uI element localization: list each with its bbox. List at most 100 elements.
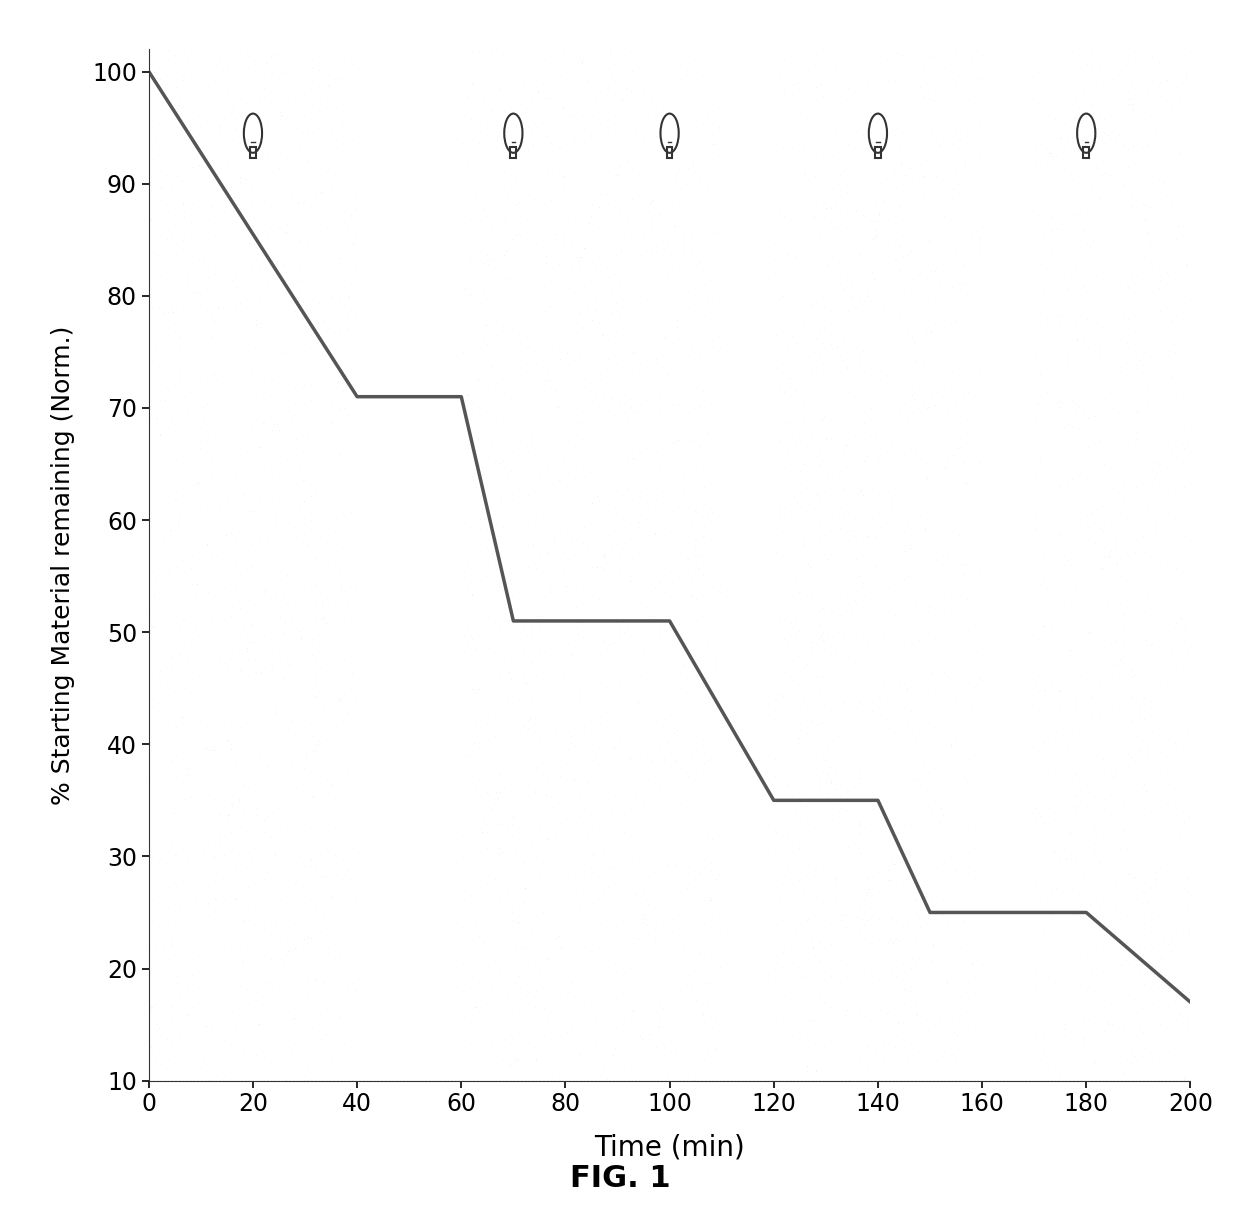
Point [1028,742,1048,761]
Point [901,241,921,260]
Point [683,861,703,880]
Point [691,521,711,540]
Point [663,333,683,352]
Point [217,82,237,102]
Point [805,1009,825,1029]
Point [946,689,966,709]
Point [946,44,966,64]
Point [702,861,722,880]
Point [205,264,224,284]
Point [945,309,965,329]
Point [1075,126,1095,146]
Point [621,489,641,508]
Point [487,927,507,947]
Point [1033,921,1053,941]
Point [709,866,729,885]
Point [249,747,269,766]
Point [300,440,320,459]
Point [804,604,823,624]
Point [289,343,309,362]
Point [1064,905,1084,925]
Point [205,957,224,976]
Point [864,734,884,754]
Point [548,926,568,946]
Point [202,1070,222,1089]
Point [893,87,913,107]
Point [583,194,603,214]
Point [305,445,325,464]
Point [1151,553,1171,572]
Point [947,248,967,268]
Point [179,403,198,422]
Point [693,743,713,763]
Point [165,912,185,932]
Point [332,452,352,472]
Point [766,823,786,842]
Point [797,723,817,743]
Point [165,45,185,65]
Point [480,637,500,657]
Point [831,950,851,970]
Point [1060,268,1080,287]
Point [1112,200,1132,220]
Point [1060,646,1080,666]
Point [676,187,696,206]
Point [632,876,652,895]
Point [543,1051,563,1071]
Point [817,465,837,485]
Point [1079,782,1099,802]
Point [140,600,160,620]
Point [263,564,283,583]
Point [169,971,188,991]
Point [1141,921,1161,941]
Point [921,950,941,970]
Point [262,459,281,479]
Point [562,646,582,666]
Point [456,156,476,176]
Point [551,472,570,491]
Point [263,489,283,508]
Point [1104,657,1123,677]
Point [157,1029,177,1049]
Point [336,882,356,901]
Point [1132,1046,1152,1066]
Point [288,792,308,812]
Point [215,203,234,222]
Point [1065,765,1085,785]
Point [594,844,614,863]
Point [496,491,516,511]
Point [539,581,559,600]
Bar [875,147,880,158]
Point [877,50,897,70]
Point [1163,475,1183,495]
Point [923,921,942,941]
Point [346,691,366,711]
Point [330,319,350,339]
Point [869,204,889,223]
Point [1178,923,1198,943]
Point [957,410,977,430]
Point [248,1014,268,1034]
Point [681,188,701,208]
Point [642,87,662,107]
Point [892,555,911,575]
Point [936,500,956,519]
Point [835,161,854,181]
Point [821,1032,841,1051]
Point [460,248,480,268]
Point [281,409,301,429]
Point [1071,92,1091,112]
Point [191,418,211,437]
Point [1091,68,1111,87]
Point [286,484,306,503]
Point [1102,399,1122,419]
Point [1123,1033,1143,1052]
Point [815,750,835,770]
Point [800,873,820,893]
Point [625,933,645,953]
Point [290,847,310,867]
Point [588,486,608,506]
Point [211,825,231,845]
Point [655,710,675,729]
Point [936,593,956,613]
